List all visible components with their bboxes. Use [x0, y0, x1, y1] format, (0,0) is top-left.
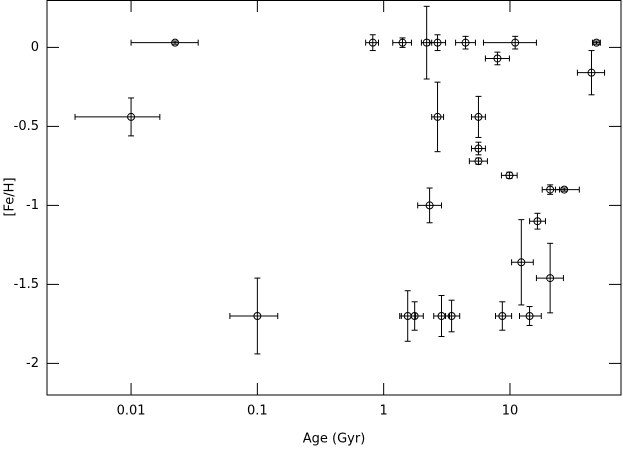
point — [511, 38, 520, 47]
x-tick-label: 0.1 — [247, 404, 268, 419]
x-tick-label: 1 — [380, 404, 388, 419]
point — [592, 38, 601, 47]
point — [546, 274, 555, 283]
point — [447, 312, 456, 320]
point — [493, 54, 502, 63]
point — [171, 38, 180, 47]
point — [433, 112, 442, 121]
point — [560, 185, 569, 194]
point — [368, 38, 377, 47]
point — [505, 171, 514, 180]
point — [410, 312, 419, 320]
point — [398, 38, 407, 47]
y-axis-label: [Fe/H] — [3, 177, 18, 216]
y-tick-label: -2 — [26, 356, 39, 371]
point — [474, 144, 483, 153]
y-tick-label: -1 — [26, 198, 39, 213]
point — [461, 38, 470, 47]
point — [533, 217, 542, 226]
point — [474, 157, 483, 166]
plot-frame — [46, 0, 622, 396]
x-tick-label: 10 — [502, 404, 519, 419]
x-axis-label: Age (Gyr) — [303, 432, 366, 447]
point — [433, 38, 442, 47]
point — [525, 312, 534, 320]
point — [437, 312, 446, 320]
y-tick-label: -0.5 — [14, 119, 39, 134]
point — [546, 185, 555, 194]
x-tick-label: 0.01 — [117, 404, 146, 419]
point — [498, 312, 507, 320]
y-tick-label: 0 — [31, 40, 39, 55]
point — [425, 201, 434, 210]
point — [127, 112, 136, 121]
point — [474, 112, 483, 121]
point — [253, 312, 262, 320]
point — [517, 258, 526, 267]
point — [587, 68, 596, 77]
y-tick-label: -1.5 — [14, 277, 39, 292]
